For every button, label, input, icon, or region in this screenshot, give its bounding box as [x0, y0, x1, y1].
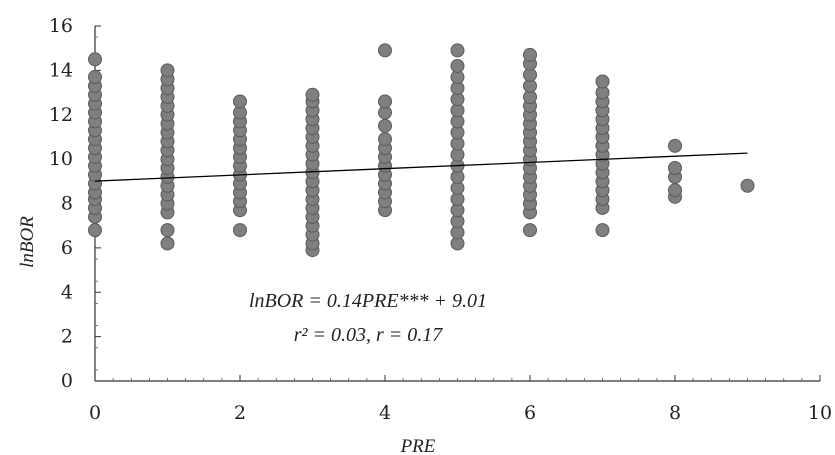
y-tick-label: 2 — [61, 326, 73, 348]
data-point — [160, 63, 175, 78]
x-ticks: 0 2 4 6 8 10 — [89, 375, 832, 424]
y-tick-label: 8 — [61, 193, 73, 215]
data-point — [160, 236, 175, 251]
data-point — [668, 161, 682, 175]
y-tick-label: 16 — [49, 15, 73, 37]
data-point — [668, 183, 682, 198]
data-point — [450, 43, 465, 58]
y-ticks: 0 2 4 6 8 10 12 14 16 — [49, 15, 101, 392]
data-point — [88, 223, 102, 238]
data-point — [88, 70, 102, 85]
data-point — [233, 94, 247, 109]
axes: 0 2 4 6 8 10 12 14 16 0 2 4 6 8 10 — [49, 15, 832, 424]
y-tick-label: 4 — [61, 281, 73, 303]
x-tick-label: 6 — [524, 402, 536, 424]
x-tick-label: 10 — [808, 402, 832, 424]
data-point — [450, 58, 465, 73]
data-point — [160, 223, 175, 238]
data-point — [523, 47, 537, 62]
y-tick-label: 0 — [61, 370, 73, 392]
x-tick-label: 8 — [669, 402, 681, 424]
data-point — [378, 132, 392, 147]
x-tick-label: 4 — [379, 402, 391, 424]
data-point — [378, 43, 392, 58]
x-tick-label: 2 — [234, 402, 246, 424]
data-point — [305, 87, 320, 102]
y-tick-label: 10 — [49, 148, 73, 170]
data-point — [668, 138, 682, 153]
data-point — [595, 74, 610, 89]
data-points — [88, 43, 755, 258]
data-point — [595, 223, 610, 238]
x-axis-title: PRE — [400, 436, 436, 455]
y-tick-label: 6 — [61, 237, 73, 259]
regression-equation: lnBOR = 0.14PRE*** + 9.01 — [249, 290, 487, 312]
trend-line — [94, 152, 748, 182]
data-point — [740, 178, 755, 193]
x-minor-ticks — [112, 378, 803, 381]
y-tick-label: 14 — [49, 59, 73, 81]
data-point — [523, 223, 537, 238]
regression-stats: r² = 0.03, r = 0.17 — [294, 324, 444, 346]
y-tick-label: 12 — [49, 104, 73, 126]
data-point — [233, 223, 247, 238]
data-point — [378, 118, 392, 133]
x-tick-label: 0 — [89, 402, 101, 424]
data-point — [88, 52, 102, 67]
data-point — [378, 94, 392, 109]
y-axis-title: lnBOR — [17, 216, 38, 268]
